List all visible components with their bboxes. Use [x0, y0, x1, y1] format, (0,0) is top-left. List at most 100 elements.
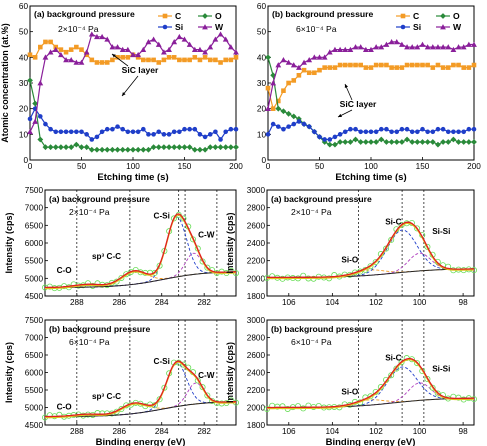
data-point	[342, 129, 348, 135]
data-point	[399, 41, 405, 47]
data-point	[233, 55, 239, 60]
data-point	[419, 41, 426, 47]
data-point	[37, 80, 44, 86]
data-point	[404, 126, 410, 132]
data-point	[275, 62, 282, 68]
data-point	[48, 39, 53, 45]
data-point	[177, 129, 182, 135]
data-point	[151, 57, 156, 63]
y-tick-label: 7500	[25, 186, 44, 195]
data-point	[424, 139, 431, 145]
raw-point	[398, 222, 405, 229]
data-point	[399, 126, 405, 132]
legend-label: Si	[413, 22, 421, 32]
raw-point	[151, 269, 158, 276]
data-point	[125, 129, 131, 135]
data-point	[281, 126, 286, 132]
depth-profile-chart: 0 50 100 150 200 0 10 20 30 40 50 60 Etching time (s…	[0, 2, 243, 183]
raw-data	[42, 359, 239, 421]
y-tick-label: 6000	[25, 239, 44, 248]
legend-marker	[440, 13, 446, 19]
data-point	[84, 52, 89, 58]
data-point	[104, 36, 111, 42]
legend-item: W	[436, 22, 462, 32]
x-tick-label: 284	[155, 427, 169, 436]
data-point	[191, 46, 198, 52]
data-point	[73, 59, 80, 65]
y-tick-label: 7000	[25, 334, 44, 343]
data-point	[276, 124, 281, 129]
data-point	[384, 126, 389, 132]
legend-label: O	[215, 11, 222, 21]
arrow-head	[112, 54, 116, 58]
data-point	[270, 121, 276, 127]
data-point	[114, 146, 121, 153]
legend-marker	[202, 24, 208, 30]
raw-point	[118, 274, 125, 281]
data-point	[285, 59, 292, 65]
data-point	[68, 57, 75, 63]
data-point	[368, 46, 374, 52]
data-point	[337, 62, 343, 68]
data-point	[186, 41, 193, 47]
data-point	[125, 55, 131, 60]
data-point	[435, 126, 441, 132]
data-point	[53, 129, 59, 135]
x-tick-label: 0	[28, 162, 33, 171]
x-tick-label: 288	[70, 298, 84, 307]
raw-point	[199, 384, 206, 391]
data-point	[83, 144, 90, 151]
data-point	[74, 129, 79, 135]
panel-title: (b) background pressure	[49, 324, 150, 334]
data-point	[429, 139, 436, 145]
x-tick-label: 200	[467, 162, 481, 171]
data-point	[88, 31, 95, 37]
data-point	[63, 57, 69, 63]
data-point	[202, 134, 208, 140]
data-point	[222, 144, 229, 151]
data-point	[389, 129, 394, 135]
data-point	[171, 55, 177, 60]
data-point	[155, 144, 162, 151]
data-point	[456, 62, 461, 68]
data-point	[409, 129, 415, 135]
peak-label: Si-O	[341, 387, 358, 396]
data-point	[227, 44, 234, 50]
data-point	[337, 46, 343, 52]
data-point	[27, 116, 33, 122]
y-tick-label: 2400	[247, 239, 266, 248]
raw-point	[372, 259, 379, 266]
data-point	[228, 57, 234, 63]
data-point	[114, 44, 121, 50]
y-tick-label: 60	[19, 2, 29, 11]
data-point	[202, 55, 208, 60]
legend-item: C	[396, 11, 419, 21]
x-tick-label: 104	[326, 427, 340, 436]
data-point	[207, 57, 213, 63]
data-point	[358, 129, 364, 135]
panel-pressure: 2×10⁻⁴ Pa	[58, 24, 99, 34]
data-point	[187, 126, 192, 132]
data-point	[78, 144, 85, 151]
panel-title: (a) background pressure	[271, 194, 372, 204]
data-point	[296, 64, 302, 70]
x-tick-label: 98	[459, 427, 469, 436]
y-tick-label: 6000	[25, 369, 44, 378]
raw-point	[388, 236, 395, 243]
data-point	[383, 139, 390, 145]
data-point	[342, 46, 349, 52]
y-tick-label: 50	[19, 28, 29, 37]
data-point	[393, 139, 400, 145]
x-tick-label: 100	[126, 162, 140, 171]
data-point	[445, 139, 452, 145]
data-point	[362, 46, 369, 52]
data-point	[58, 129, 64, 135]
data-point	[352, 136, 359, 143]
data-point	[161, 144, 167, 151]
x-tick-label: 286	[112, 298, 126, 307]
data-point	[435, 141, 441, 148]
data-point	[466, 126, 472, 132]
data-point	[311, 54, 318, 60]
legend-label: W	[215, 22, 224, 32]
panel-title: (b) background pressure	[271, 324, 372, 334]
